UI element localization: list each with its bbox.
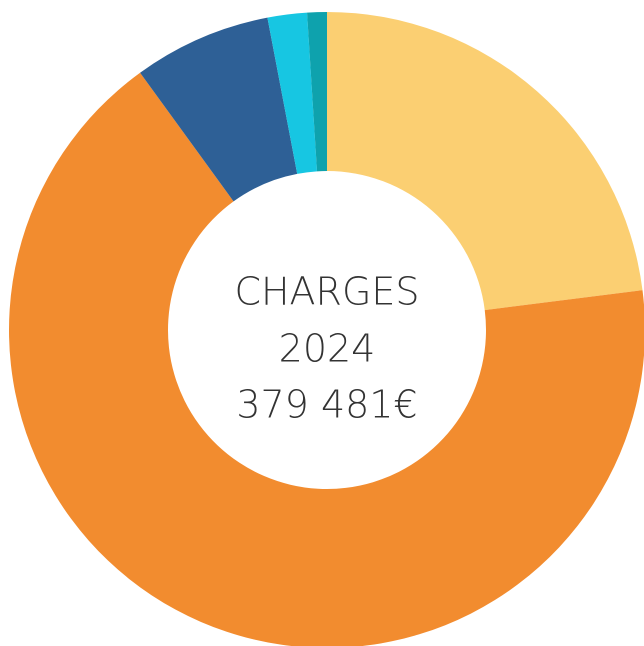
center-label: CHARGES <box>234 270 419 314</box>
center-label: 2024 <box>279 327 376 371</box>
center-label: 379 481€ <box>236 383 417 427</box>
slice <box>140 17 298 202</box>
slice <box>307 12 327 172</box>
slice <box>9 72 644 646</box>
slice <box>267 12 318 174</box>
slices <box>9 12 644 646</box>
slice <box>327 12 643 311</box>
